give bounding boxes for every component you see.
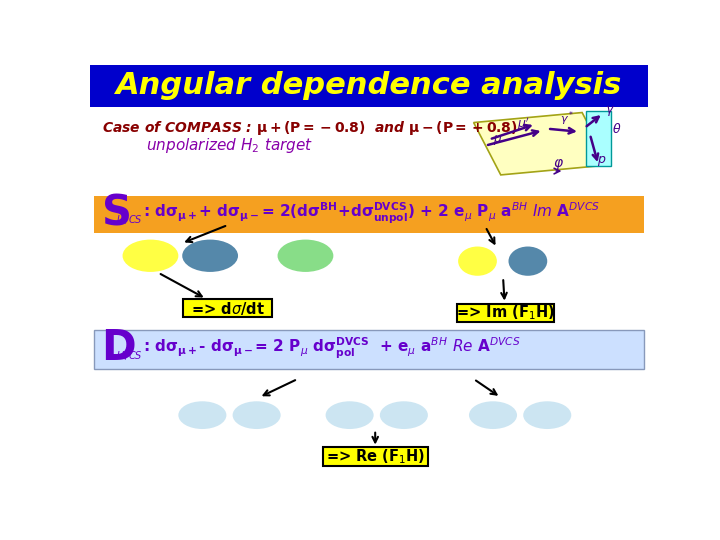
- Text: $\varphi$: $\varphi$: [553, 157, 564, 172]
- Bar: [323, 448, 428, 466]
- Text: $\mathbf{S}$: $\mathbf{S}$: [101, 192, 130, 234]
- Text: : d$\mathbf{\sigma_{\mu+}}$- d$\mathbf{\sigma_{\mu-}}$= 2 P$_{\mu}$ d$\mathbf{\s: : d$\mathbf{\sigma_{\mu+}}$- d$\mathbf{\…: [143, 336, 521, 361]
- Ellipse shape: [380, 401, 428, 429]
- Text: $\gamma$: $\gamma$: [606, 104, 616, 118]
- Text: $U,CS$: $U,CS$: [117, 349, 143, 362]
- Ellipse shape: [508, 247, 547, 276]
- Ellipse shape: [458, 247, 497, 276]
- Text: Angular dependence analysis: Angular dependence analysis: [116, 71, 622, 100]
- Text: $p$: $p$: [597, 153, 606, 167]
- Bar: [457, 303, 554, 322]
- Bar: [94, 330, 644, 369]
- Polygon shape: [474, 112, 609, 175]
- Bar: [94, 195, 644, 233]
- Ellipse shape: [325, 401, 374, 429]
- Text: Case of COMPASS : $\bf{\mu+(P=-0.8)}$  and $\bf{\mu-(P=+0.8)}$: Case of COMPASS : $\bf{\mu+(P=-0.8)}$ an…: [102, 119, 518, 137]
- Text: $\mu$: $\mu$: [493, 133, 503, 147]
- Ellipse shape: [277, 240, 333, 272]
- Ellipse shape: [122, 240, 179, 272]
- Ellipse shape: [233, 401, 281, 429]
- Bar: [183, 299, 272, 318]
- Bar: [90, 65, 648, 107]
- Polygon shape: [586, 111, 611, 166]
- Ellipse shape: [182, 240, 238, 272]
- Text: $U,CS$: $U,CS$: [117, 213, 143, 226]
- Text: $\mu'$: $\mu'$: [517, 116, 530, 133]
- Ellipse shape: [469, 401, 517, 429]
- Text: => d$\sigma$/dt: => d$\sigma$/dt: [191, 300, 265, 316]
- Text: $\theta$: $\theta$: [612, 122, 622, 136]
- Text: $\gamma^*$: $\gamma^*$: [559, 109, 574, 128]
- Text: : d$\mathbf{\sigma_{\mu+}}$+ d$\mathbf{\sigma_{\mu-}}$= 2(d$\mathbf{\sigma^{BH}}: : d$\mathbf{\sigma_{\mu+}}$+ d$\mathbf{\…: [143, 201, 600, 226]
- Ellipse shape: [523, 401, 571, 429]
- Text: => Re (F$_1$H): => Re (F$_1$H): [325, 447, 425, 466]
- Text: => Im (F$_1$H): => Im (F$_1$H): [456, 303, 555, 322]
- Text: $\mathbf{D}$: $\mathbf{D}$: [101, 327, 135, 369]
- Text: $\it{unpolarized\ H_2\ target}$: $\it{unpolarized\ H_2\ target}$: [146, 136, 313, 155]
- Ellipse shape: [179, 401, 226, 429]
